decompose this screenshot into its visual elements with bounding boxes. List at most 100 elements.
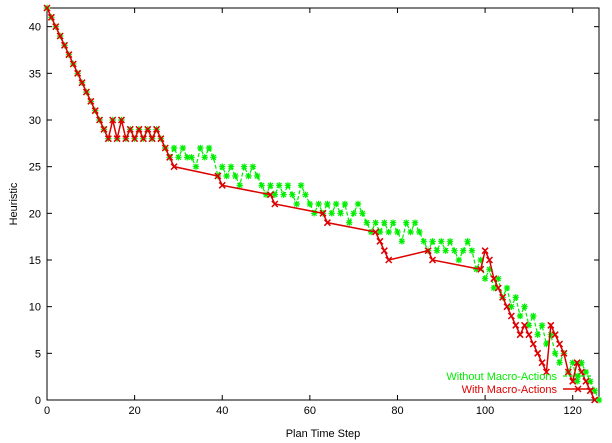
- data-point: [197, 144, 204, 152]
- data-point: [376, 237, 384, 245]
- data-point: [521, 303, 528, 310]
- y-tick-label: 10: [29, 302, 41, 314]
- plot-frame: [46, 7, 600, 401]
- data-point: [499, 293, 507, 301]
- y-tick-label: 5: [35, 348, 41, 360]
- data-point: [60, 41, 69, 49]
- data-point: [516, 312, 524, 320]
- data-point: [477, 256, 484, 264]
- data-point: [486, 266, 493, 273]
- data-point: [337, 210, 344, 217]
- series-with-macro-actions: [43, 4, 599, 404]
- data-point: [556, 359, 563, 366]
- legend-label-without-macro-actions: Without Macro-Actions: [446, 371, 557, 383]
- data-point: [293, 200, 300, 208]
- data-point: [69, 60, 77, 68]
- data-point: [481, 247, 489, 255]
- data-point: [324, 200, 331, 208]
- data-point: [398, 238, 406, 245]
- data-point: [315, 200, 322, 208]
- data-point: [109, 116, 117, 124]
- axis-ticks: 0 20 40 60 80 100 120 0 5 10 15 20 25 30 35 40: [29, 8, 599, 417]
- data-point: [183, 154, 191, 161]
- data-point: [547, 331, 555, 338]
- data-point: [587, 378, 594, 385]
- data-point: [144, 125, 152, 133]
- data-point: [170, 163, 178, 171]
- data-point: [166, 153, 174, 161]
- data-point: [113, 135, 121, 143]
- data-point: [542, 368, 550, 376]
- legend-marker-with-macro-actions: [574, 385, 582, 393]
- x-tick-label: 80: [391, 405, 403, 417]
- data-point: [332, 200, 340, 208]
- data-point: [43, 4, 51, 12]
- data-point: [271, 191, 279, 198]
- data-point: [346, 219, 353, 226]
- data-point: [446, 238, 454, 245]
- data-point: [578, 359, 585, 366]
- data-point: [210, 154, 217, 161]
- data-point: [389, 219, 397, 226]
- data-point: [87, 97, 95, 105]
- data-point: [100, 125, 108, 133]
- data-point: [266, 191, 274, 199]
- data-point: [249, 163, 257, 170]
- data-point: [573, 359, 581, 367]
- data-point: [595, 396, 603, 404]
- data-point: [429, 238, 436, 245]
- data-point: [91, 107, 99, 115]
- data-point: [573, 378, 581, 385]
- data-point: [192, 163, 200, 170]
- data-point: [459, 247, 467, 254]
- data-point: [538, 359, 546, 367]
- data-point: [508, 303, 515, 310]
- data-point: [245, 172, 252, 180]
- data-point: [468, 247, 476, 254]
- y-tick-label: 40: [29, 22, 41, 34]
- data-point: [227, 163, 235, 170]
- data-point: [485, 256, 494, 264]
- data-point: [385, 228, 392, 236]
- plot-border: [46, 7, 600, 401]
- data-point: [473, 266, 480, 273]
- data-point: [218, 181, 226, 189]
- data-point: [416, 228, 423, 236]
- data-point: [280, 191, 287, 198]
- data-point: [170, 144, 178, 152]
- data-point: [341, 200, 349, 208]
- data-point: [433, 247, 441, 254]
- data-point: [494, 284, 502, 292]
- data-point: [512, 294, 519, 301]
- data-point: [240, 163, 248, 170]
- data-point: [157, 135, 165, 143]
- data-point: [214, 172, 222, 180]
- data-point: [503, 284, 511, 292]
- data-point: [543, 340, 550, 348]
- data-point: [420, 238, 427, 245]
- data-point: [359, 210, 366, 217]
- data-point: [148, 135, 156, 143]
- data-point: [117, 116, 126, 124]
- data-point: [271, 200, 279, 208]
- data-point: [538, 322, 546, 329]
- data-point: [534, 349, 542, 357]
- data-point: [205, 144, 213, 152]
- x-tick-label: 20: [128, 405, 140, 417]
- data-point: [530, 312, 537, 320]
- data-point: [582, 368, 590, 376]
- data-point: [52, 23, 60, 31]
- x-tick-label: 60: [304, 405, 316, 417]
- data-point: [275, 182, 283, 189]
- data-point: [525, 331, 533, 339]
- data-point: [74, 69, 82, 77]
- data-point: [477, 265, 485, 273]
- data-point: [363, 219, 371, 226]
- legend-marker-without-macro-actions: [574, 372, 582, 380]
- data-point: [65, 51, 73, 59]
- data-point: [267, 182, 274, 189]
- data-point: [188, 154, 195, 161]
- data-point: [152, 125, 161, 133]
